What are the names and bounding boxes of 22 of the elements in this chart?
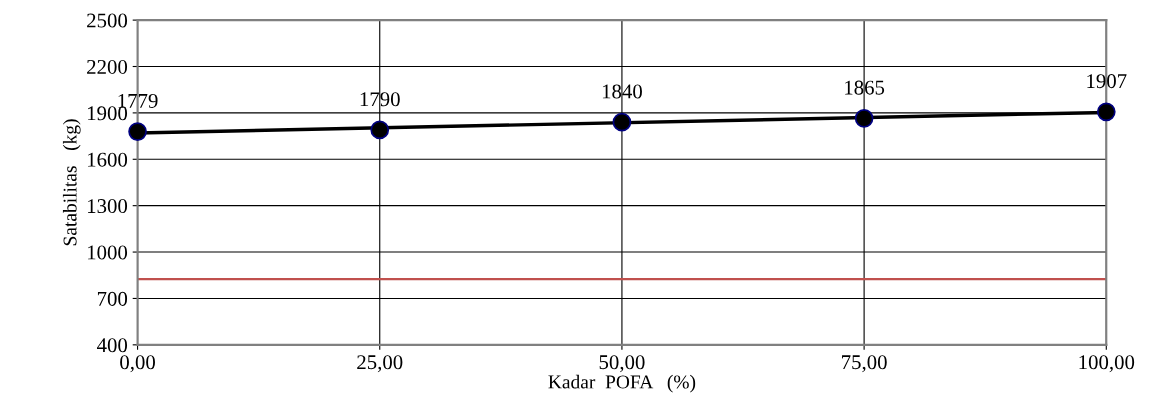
- y-tick-label: 1300: [88, 199, 128, 214]
- x-tick-label: 100,00: [1079, 355, 1135, 373]
- y-tick-label: 1000: [88, 245, 128, 260]
- x-tick-label: 25,00: [357, 355, 403, 373]
- data-label: 1779: [118, 93, 158, 108]
- y-tick-label: 1600: [88, 152, 128, 167]
- y-tick-label: 2200: [87, 59, 128, 74]
- point: [370, 120, 390, 140]
- point: [612, 112, 632, 132]
- y-tick-label: 700: [97, 291, 128, 306]
- data-label: 1907: [1087, 74, 1127, 89]
- y-tick-label: 400: [97, 338, 128, 353]
- y-tick-label: 2500: [87, 13, 128, 28]
- y-axis-title: Satabilitas (kg): [62, 119, 81, 246]
- x-tick-label: 0,00: [120, 355, 155, 373]
- x-axis-title: Kadar POFA (%): [548, 374, 696, 393]
- x-tick-label: 50,00: [599, 355, 645, 373]
- y-tick-label: 1900: [88, 106, 128, 121]
- point: [854, 108, 874, 128]
- x-tick-label: 75,00: [842, 355, 887, 373]
- point: [1096, 102, 1116, 122]
- point: [128, 122, 147, 141]
